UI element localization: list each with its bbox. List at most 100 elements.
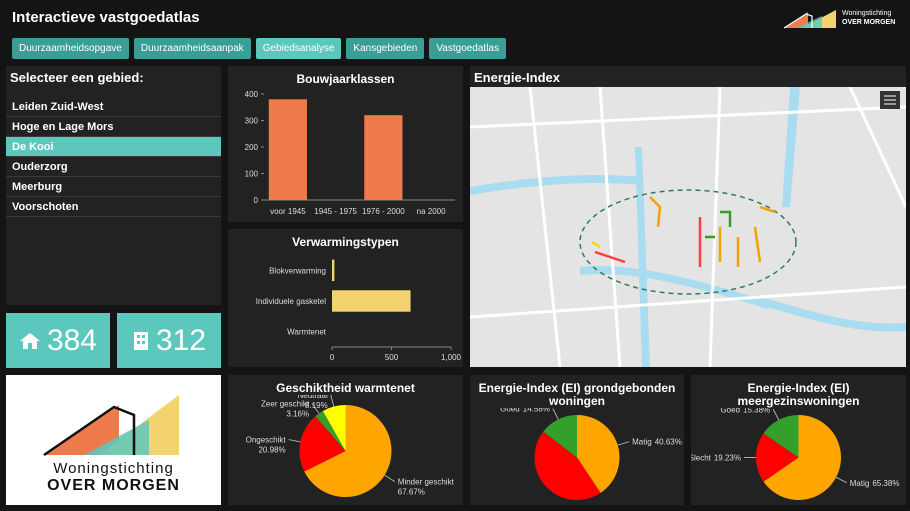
tab[interactable]: Vastgoedatlas: [429, 38, 506, 59]
logo-line1: Woningstichting: [842, 10, 892, 17]
slice-value: 14.58%: [523, 408, 550, 414]
chart-title: Energie-Index (EI) grondgebonden woninge…: [478, 381, 676, 408]
y-tick-label: 400: [245, 90, 259, 99]
chart-panel: Bouwjaarklassen 0 100 200 300 400 voor 1945 194…: [228, 66, 463, 222]
map: [470, 87, 906, 367]
bar: [332, 290, 411, 312]
pie-slice: [299, 416, 346, 472]
chart-title: Geschiktheid warmtenet: [276, 381, 415, 395]
slice-value: 65.38%: [872, 479, 899, 488]
area-item[interactable]: Voorschoten: [6, 197, 221, 217]
stat-box: 312: [117, 313, 221, 368]
y-tick-label: Individuele gasketel: [256, 297, 326, 306]
stat-value: 384: [46, 323, 98, 357]
slice-value: 15.38%: [743, 408, 770, 414]
slice-name: Goed: [500, 408, 520, 414]
area-item[interactable]: Hoge en Lage Mors: [6, 117, 221, 137]
slice-name: Matig: [850, 479, 870, 488]
slice-name: Matig: [632, 438, 652, 447]
header-title: Interactieve vastgoedatlas: [12, 9, 200, 26]
chart-panel: Energie-Index (EI) grondgebonden woninge…: [470, 375, 684, 505]
pie-slice: [577, 415, 620, 493]
stat-box: 384: [6, 313, 110, 368]
slice-value: 67.67%: [398, 488, 425, 497]
chart-title: Verwarmingstypen: [292, 235, 399, 249]
chart: 0 500 1,000 Blokverwarming Individuele gaske…: [256, 259, 462, 362]
slice-label: Matig 65.38%: [850, 479, 900, 488]
slice-name: Goed: [720, 408, 740, 414]
map-panel: Energie-Index: [470, 66, 906, 367]
pie-slice: [763, 415, 841, 500]
y-tick-label: 100: [245, 170, 259, 179]
slice-value: 3.16%: [286, 410, 309, 419]
area-title: Selecteer een gebied:: [10, 70, 144, 85]
logo-panel: Woningstichting OVER MORGEN: [6, 375, 221, 505]
bar: [332, 259, 335, 282]
slice-value: 20.98%: [258, 446, 285, 455]
pie-slice: [534, 431, 601, 500]
pie-slice: [315, 410, 346, 451]
area-panel: Selecteer een gebied: Leiden Zuid-West Ho…: [6, 66, 221, 305]
slice-value: 19.23%: [714, 453, 741, 462]
pie-slice: [763, 415, 799, 458]
area-item[interactable]: Meerburg: [6, 177, 221, 197]
slice-name: Slecht: [691, 453, 712, 462]
bar: [268, 99, 307, 200]
chart-panel: Geschiktheid warmtenet Minder geschikt 67.…: [228, 375, 463, 505]
area-item[interactable]: Leiden Zuid-West: [6, 97, 221, 117]
chart: Minder geschikt 67.67% Ongeschikt 20.98% Zee…: [246, 391, 455, 497]
tab[interactable]: Gebiedsanalyse: [255, 38, 342, 59]
label-line: [772, 409, 780, 421]
slice-name: Minder geschikt: [398, 478, 455, 487]
slice-label: Goed 15.38%: [720, 408, 770, 414]
map-title: Energie-Index: [474, 70, 560, 85]
chart-panel: Verwarmingstypen 0 500 1,000 Blokverwarming I…: [228, 229, 463, 367]
slice-label: Neutraal 8.19%: [297, 395, 327, 410]
slice-value: 8.19%: [305, 401, 328, 410]
tab-bar: Duurzaamheidsopgave Duurzaamheidsaanpak Ge…: [12, 38, 506, 59]
slice-label: Matig 40.63%: [632, 438, 682, 447]
building-icon: [133, 331, 148, 350]
tab[interactable]: Duurzaamheidsaanpak: [133, 38, 251, 59]
header-logo: Woningstichting OVER MORGEN: [782, 6, 895, 30]
tab[interactable]: Duurzaamheidsopgave: [12, 38, 129, 59]
pie-slice: [543, 415, 577, 458]
label-line: [617, 441, 630, 446]
x-tick-label: 1,000: [441, 353, 462, 362]
label-line: [288, 439, 301, 443]
logo-line2: OVER MORGEN: [47, 477, 180, 494]
slice-label: Slecht 19.23%: [691, 453, 741, 462]
stat-value: 312: [155, 323, 207, 357]
slice-name: Ongeschikt: [246, 436, 287, 445]
chart: Matig 65.38% Slecht 19.23% Goed 15.38%: [691, 405, 900, 500]
area-item[interactable]: Ouderzorg: [6, 157, 221, 177]
chart-title: Bouwjaarklassen: [296, 72, 395, 86]
label-line: [384, 474, 396, 482]
x-tick-label: 0: [330, 353, 335, 362]
slice-label: Goed 14.58%: [500, 408, 550, 414]
pie-slice: [304, 405, 392, 497]
y-tick-label: Warmtenet: [287, 328, 327, 337]
slice-value: 40.63%: [655, 438, 682, 447]
chart-panel: Energie-Index (EI) meergezinswoningen Mat…: [691, 375, 906, 505]
y-tick-label: 200: [245, 143, 259, 152]
x-tick-label: na 2000: [417, 207, 446, 216]
slice-label: Zeer geschikt 3.16%: [261, 400, 310, 419]
y-tick-label: 0: [254, 196, 259, 205]
pie-slice: [322, 405, 346, 451]
x-tick-label: 1945 - 1975: [314, 207, 357, 216]
label-line: [835, 476, 847, 484]
label-line: [311, 403, 320, 414]
bar: [364, 115, 403, 200]
logo-icon: [783, 10, 836, 29]
label-line: [552, 408, 559, 420]
logo-line2: OVER MORGEN: [842, 19, 896, 26]
slice-label: Minder geschikt 67.67%: [398, 478, 455, 497]
y-tick-label: Blokverwarming: [269, 266, 326, 275]
tab[interactable]: Kansgebieden: [346, 38, 425, 59]
slice-name: Neutraal: [297, 395, 327, 400]
x-tick-label: 500: [385, 353, 399, 362]
area-item[interactable]: De Kooi: [6, 137, 221, 157]
logo-line1: Woningstichting: [53, 460, 174, 477]
